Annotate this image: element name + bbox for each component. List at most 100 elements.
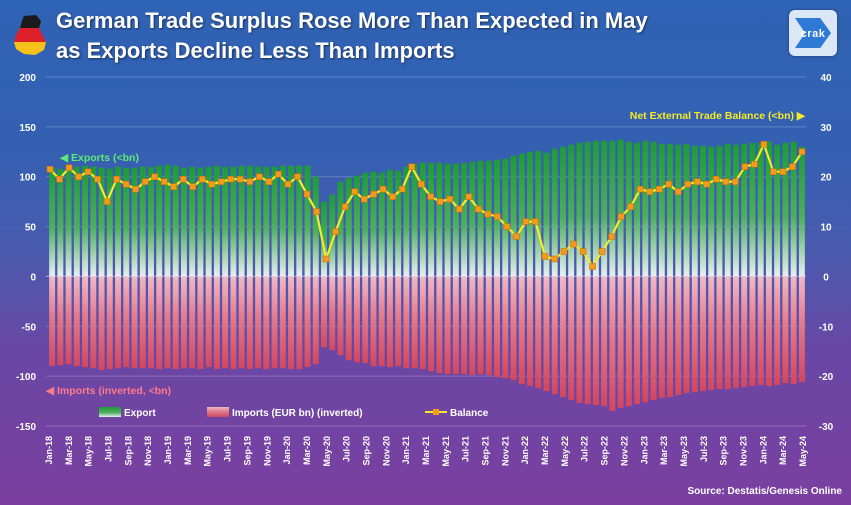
import-bar (691, 276, 698, 393)
import-bar (395, 276, 402, 367)
export-bar (592, 140, 599, 277)
x-tick-label: Nov-18 (143, 436, 153, 466)
x-tick-label: Mar-18 (64, 436, 74, 465)
balance-marker (46, 165, 54, 173)
import-bar (82, 276, 89, 368)
import-bar (57, 276, 64, 366)
import-bar (213, 276, 220, 370)
export-bar (428, 162, 435, 277)
x-tick-label: Sep-19 (242, 436, 252, 466)
export-bar (329, 194, 336, 277)
export-bar (370, 171, 377, 277)
import-bar (535, 276, 542, 389)
source-note: Source: Destatis/Genesis Online (687, 486, 843, 497)
export-bar (691, 145, 698, 277)
export-bar (757, 142, 764, 277)
import-bar (667, 276, 674, 398)
export-bar (749, 142, 756, 277)
export-bar (49, 167, 56, 277)
import-bar (551, 276, 558, 395)
balance-marker (570, 240, 577, 248)
balance-marker (617, 213, 625, 220)
import-bar (312, 276, 319, 365)
balance-marker (722, 178, 730, 185)
y-left-tick-label: 0 (30, 272, 36, 283)
balance-marker (551, 255, 558, 263)
balance-arrow-icon: ▶ (794, 110, 806, 122)
balance-marker (532, 218, 539, 225)
import-bar (419, 276, 426, 370)
import-bar (477, 276, 484, 375)
export-bar (733, 144, 739, 277)
export-bar (180, 167, 187, 277)
balance-marker (703, 180, 711, 188)
import-bar (205, 276, 212, 368)
balance-marker (770, 168, 777, 175)
import-bar (510, 276, 517, 381)
import-bar (765, 276, 772, 387)
import-bar (279, 276, 286, 369)
balance-marker (141, 178, 149, 185)
export-bar (716, 145, 723, 277)
balance-marker (484, 210, 492, 218)
balance-line (46, 141, 806, 270)
export-bar (724, 143, 731, 277)
x-tick-label: Mar-21 (421, 436, 431, 465)
export-bar (510, 155, 517, 277)
import-bar (461, 276, 468, 375)
balance-marker (56, 175, 63, 183)
import-bar (634, 276, 641, 405)
import-bar (296, 276, 303, 370)
x-tick-label: Jul-20 (342, 436, 352, 462)
import-bar (452, 276, 459, 375)
exports-annotation: ◀ Exports (<bn) (59, 152, 139, 164)
balance-marker (256, 173, 263, 180)
export-bar (798, 146, 805, 277)
y-right-tick-label: -10 (819, 322, 834, 333)
legend: Export Imports (EUR bn) (inverted) Balan… (99, 407, 489, 419)
balance-marker (218, 178, 225, 185)
export-bar (238, 165, 245, 277)
export-bar (189, 166, 196, 277)
import-bar (255, 276, 262, 369)
balance-marker (65, 164, 73, 171)
export-bar (617, 139, 624, 277)
right-axis: 40 30 20 10 0 -10 -20 -30 (819, 73, 834, 433)
import-bar (708, 276, 715, 391)
x-tick-label: Sep-18 (123, 436, 133, 466)
balance-marker (180, 175, 187, 183)
export-bar (279, 165, 286, 277)
import-bar (189, 276, 196, 369)
import-bar (403, 276, 410, 369)
export-bar (156, 165, 163, 277)
balance-marker (513, 233, 520, 240)
export-bar (411, 163, 418, 277)
balance-marker (208, 180, 216, 188)
balance-marker (322, 255, 330, 263)
export-bar (436, 162, 443, 277)
import-bar (362, 276, 369, 364)
export-bar (197, 167, 204, 277)
export-bar (139, 166, 146, 277)
import-bar (123, 276, 130, 368)
export-bar (477, 160, 484, 277)
import-bar (115, 276, 121, 369)
export-bar (106, 168, 113, 277)
import-bar (271, 276, 278, 369)
import-bar (345, 276, 352, 361)
import-bar (559, 276, 566, 398)
export-bar (82, 165, 89, 277)
import-bar (757, 276, 764, 386)
germany-flag-icon (14, 15, 46, 55)
balance-marker (237, 175, 244, 183)
import-bar (724, 276, 731, 390)
export-bar (378, 172, 385, 277)
import-bar (288, 276, 295, 370)
balance-marker (446, 195, 454, 203)
import-bar (304, 276, 311, 368)
import-bar (238, 276, 245, 369)
balance-marker (655, 185, 663, 193)
import-bar (156, 276, 163, 370)
export-bar (164, 164, 171, 277)
import-bar (329, 276, 336, 351)
